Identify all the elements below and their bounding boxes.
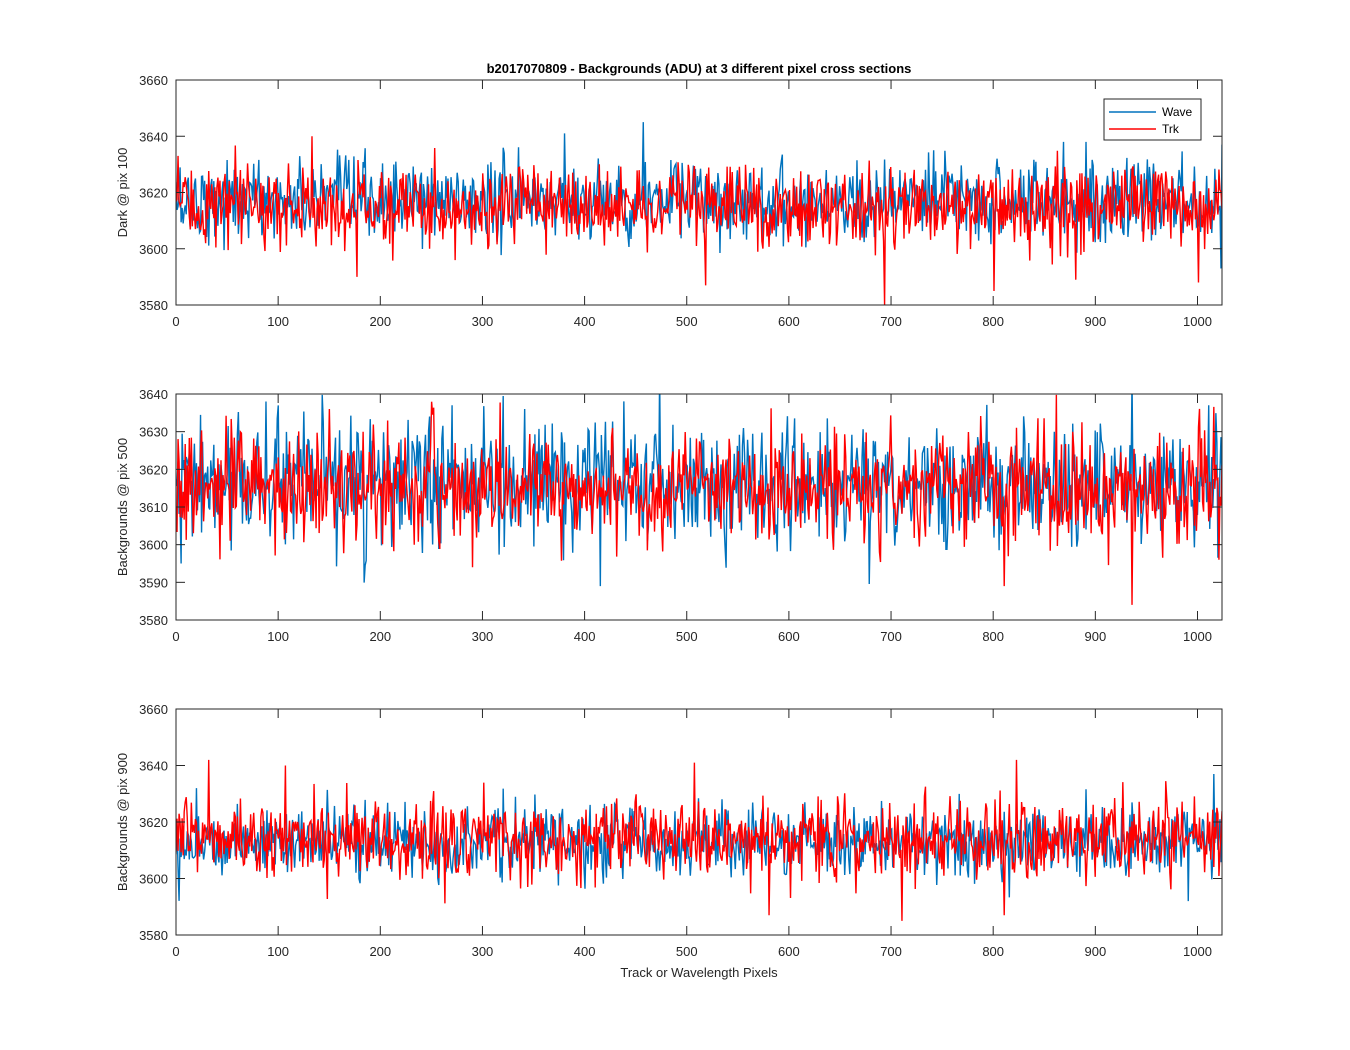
x-tick-label: 500 bbox=[676, 629, 698, 644]
y-axis-label: Backgrounds @ pix 900 bbox=[115, 753, 130, 891]
x-tick-label: 800 bbox=[982, 314, 1004, 329]
y-tick-label: 3640 bbox=[139, 759, 168, 774]
y-tick-label: 3620 bbox=[139, 186, 168, 201]
panels-group: 0 100 200 300 400 500 600 700 800 900 100035803600… bbox=[115, 73, 1223, 959]
x-tick-label: 700 bbox=[880, 944, 902, 959]
x-tick-label: 700 bbox=[880, 629, 902, 644]
x-tick-label: 300 bbox=[472, 629, 494, 644]
series-line-trk bbox=[176, 759, 1222, 921]
y-tick-label: 3610 bbox=[139, 500, 168, 515]
x-tick-label: 100 bbox=[267, 314, 289, 329]
x-tick-label: 0 bbox=[172, 944, 179, 959]
x-tick-label: 100 bbox=[267, 629, 289, 644]
series-line-trk bbox=[176, 394, 1222, 605]
x-tick-label: 300 bbox=[472, 944, 494, 959]
y-tick-label: 3620 bbox=[139, 815, 168, 830]
y-tick-label: 3660 bbox=[139, 702, 168, 717]
y-tick-label: 3580 bbox=[139, 928, 168, 943]
x-tick-label: 100 bbox=[267, 944, 289, 959]
x-tick-label: 1000 bbox=[1183, 314, 1212, 329]
legend-box bbox=[1103, 98, 1202, 141]
y-tick-label: 3640 bbox=[139, 129, 168, 144]
legend: Wave Trk bbox=[1103, 98, 1202, 141]
x-tick-label: 800 bbox=[982, 629, 1004, 644]
panel-2: 0 100 200 300 400 500 600 700 800 900 1000 3580 3590… bbox=[115, 387, 1223, 644]
panel-3: 0 100 200 300 400 500 600 700 800 900 1000 3580 3600… bbox=[115, 702, 1223, 959]
y-tick-label: 3630 bbox=[139, 425, 168, 440]
y-axis-label: Backgrounds @ pix 500 bbox=[115, 438, 130, 576]
x-tick-label: 1000 bbox=[1183, 944, 1212, 959]
y-axis-label: Dark @ pix 100 bbox=[115, 148, 130, 238]
x-tick-label: 200 bbox=[369, 314, 391, 329]
y-tick-label: 3660 bbox=[139, 73, 168, 88]
y-tick-label: 3600 bbox=[139, 872, 168, 887]
x-tick-label: 1000 bbox=[1183, 629, 1212, 644]
x-tick-label: 500 bbox=[676, 944, 698, 959]
y-tick-label: 3640 bbox=[139, 387, 168, 402]
y-tick-label: 3580 bbox=[139, 613, 168, 628]
x-tick-label: 0 bbox=[172, 629, 179, 644]
chart-title: b2017070809 - Backgrounds (ADU) at 3 dif… bbox=[487, 61, 912, 76]
legend-trk-label: Trk bbox=[1162, 122, 1180, 136]
x-tick-label: 400 bbox=[574, 944, 596, 959]
x-tick-label: 700 bbox=[880, 314, 902, 329]
legend-wave-label: Wave bbox=[1162, 105, 1193, 119]
x-tick-label: 900 bbox=[1084, 314, 1106, 329]
x-tick-label: 800 bbox=[982, 944, 1004, 959]
y-tick-label: 3590 bbox=[139, 575, 168, 590]
x-tick-label: 400 bbox=[574, 314, 596, 329]
x-tick-label: 900 bbox=[1084, 629, 1106, 644]
x-axis-label: Track or Wavelength Pixels bbox=[620, 965, 778, 980]
y-tick-label: 3600 bbox=[139, 538, 168, 553]
y-tick-label: 3600 bbox=[139, 242, 168, 257]
y-tick-label: 3620 bbox=[139, 462, 168, 477]
x-tick-label: 400 bbox=[574, 629, 596, 644]
x-tick-label: 200 bbox=[369, 629, 391, 644]
x-tick-label: 900 bbox=[1084, 944, 1106, 959]
x-tick-label: 300 bbox=[472, 314, 494, 329]
x-tick-label: 500 bbox=[676, 314, 698, 329]
panel-1: 0 100 200 300 400 500 600 700 800 900 1000 3580 3600… bbox=[115, 73, 1223, 329]
series-line-trk bbox=[176, 136, 1222, 305]
x-tick-label: 200 bbox=[369, 944, 391, 959]
x-tick-label: 0 bbox=[172, 314, 179, 329]
x-tick-label: 600 bbox=[778, 629, 800, 644]
x-tick-label: 600 bbox=[778, 944, 800, 959]
y-tick-label: 3580 bbox=[139, 298, 168, 313]
x-tick-label: 600 bbox=[778, 314, 800, 329]
